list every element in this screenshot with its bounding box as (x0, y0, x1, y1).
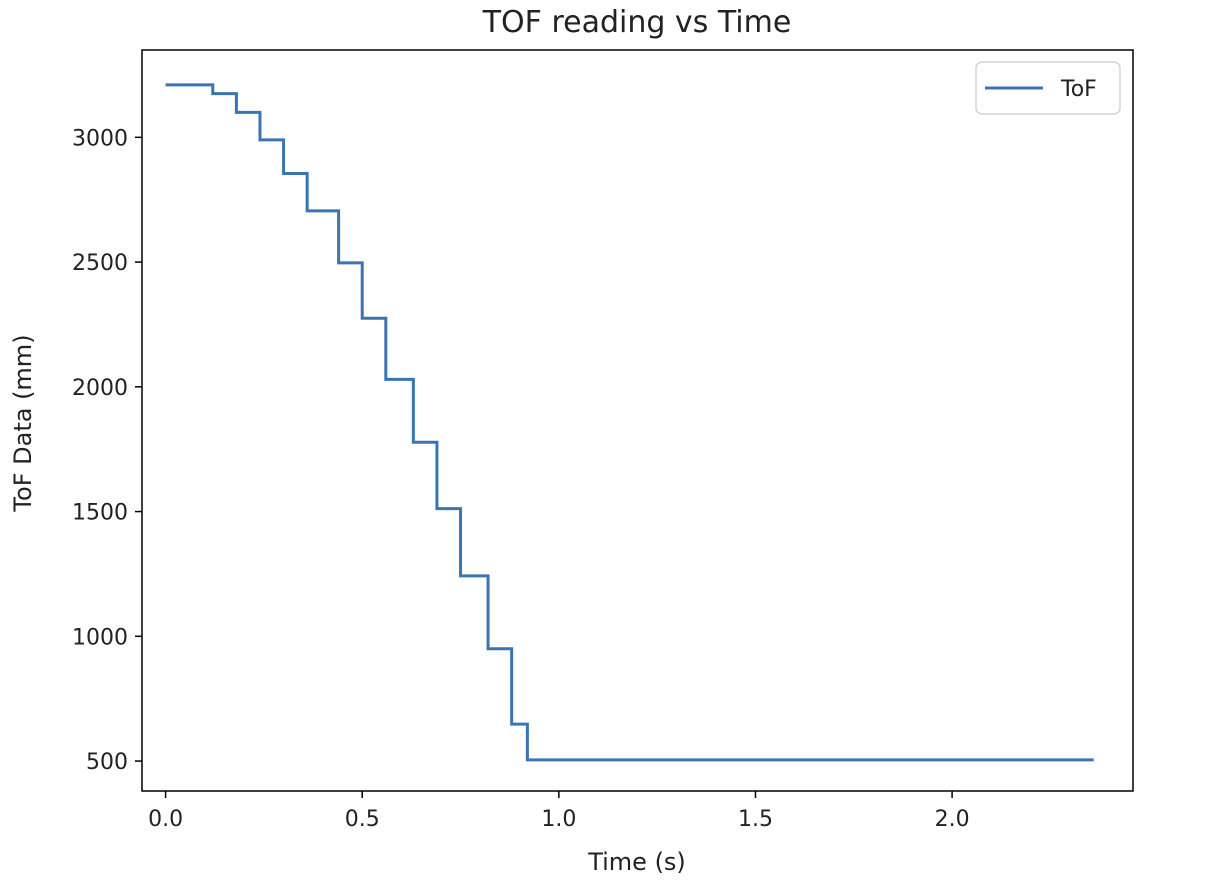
series-layer (165, 83, 1094, 762)
x-tick-label: 1.0 (541, 807, 576, 832)
legend-label: ToF (1060, 77, 1097, 102)
plot-area (141, 49, 1134, 792)
x-axis-ticks: 0.0 0.5 1.0 1.5 2.0 (148, 791, 970, 832)
x-tick-label: 2.0 (935, 807, 970, 832)
y-tick-label: 500 (86, 750, 128, 775)
chart-title: TOF reading vs Time (482, 5, 792, 40)
y-tick-label: 1500 (72, 501, 128, 526)
x-tick-label: 1.5 (738, 807, 773, 832)
legend-box (975, 61, 1121, 115)
y-tick-label: 3000 (72, 126, 128, 151)
legend: ToF (975, 61, 1121, 115)
y-tick-label: 2000 (72, 376, 128, 401)
y-axis-ticks: 500 1000 1500 2000 2500 3000 (72, 126, 142, 775)
x-tick-label: 0.5 (345, 807, 380, 832)
y-tick-label: 1000 (72, 625, 128, 650)
y-tick-label: 2500 (72, 251, 128, 276)
y-axis-label: ToF Data (mm) (9, 334, 37, 512)
x-axis-label: Time (s) (587, 848, 686, 876)
series-line-tof (165, 83, 1094, 762)
x-tick-label: 0.0 (148, 807, 183, 832)
